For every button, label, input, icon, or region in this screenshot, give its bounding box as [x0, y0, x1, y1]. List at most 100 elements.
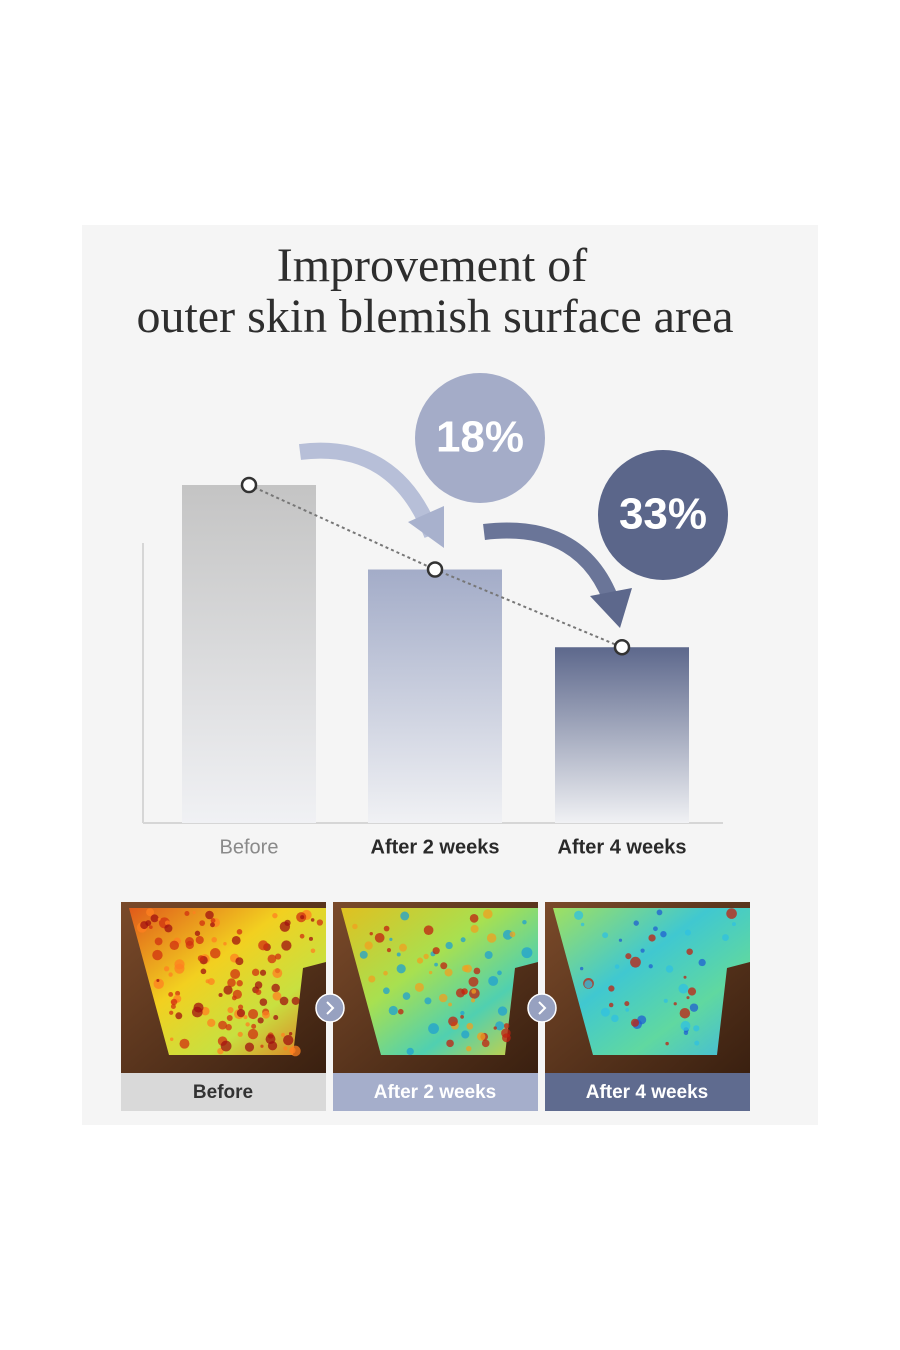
heat-spot: [210, 948, 221, 959]
panel-label: Before: [193, 1082, 253, 1103]
heat-spot: [665, 965, 674, 973]
heat-spot: [440, 962, 448, 970]
heat-spot: [195, 935, 204, 945]
heat-spot: [460, 1015, 464, 1019]
heat-spot: [423, 953, 429, 960]
heat-spot: [477, 1032, 486, 1041]
heat-spot: [191, 1006, 203, 1018]
heat-spot: [288, 1032, 293, 1036]
chart-title: Improvement of: [277, 239, 588, 292]
heat-spot: [218, 1020, 227, 1030]
heat-spot: [236, 980, 243, 987]
heat-spot: [396, 964, 406, 974]
heat-spot: [281, 1032, 285, 1037]
heat-spot: [369, 931, 373, 936]
heat-spot: [272, 912, 278, 919]
heat-spot: [271, 983, 280, 993]
chevron: [538, 1001, 547, 1015]
heat-spot: [630, 1018, 640, 1027]
heat-spot: [618, 938, 623, 942]
heat-spot: [236, 1008, 246, 1018]
heat-spot: [272, 991, 282, 1001]
heat-spot: [179, 1038, 190, 1049]
badge: [598, 450, 728, 580]
heat-spot: [656, 909, 663, 916]
heat-spot: [600, 1007, 610, 1017]
heat-spot: [236, 929, 243, 935]
heat-spot: [150, 914, 159, 923]
heat-spot: [608, 1002, 614, 1008]
heat-spot: [686, 948, 693, 955]
arrow-head: [590, 588, 632, 628]
heat-spot: [495, 1021, 505, 1031]
heat-spot: [444, 968, 453, 977]
heat-spot: [493, 1026, 497, 1030]
heat-spot: [299, 933, 305, 939]
heat-spot: [580, 922, 585, 927]
heat-spot: [633, 920, 639, 926]
heat-spot: [235, 957, 244, 966]
heat-spot: [579, 966, 584, 971]
heat-spot: [502, 929, 513, 940]
heat-spot: [279, 921, 291, 932]
heat-spot: [630, 956, 641, 968]
heat-spot: [471, 989, 477, 994]
point: [613, 638, 631, 656]
heatmap-panel: [333, 902, 538, 1073]
heat-spot: [316, 919, 324, 926]
heat-spot: [156, 978, 160, 983]
heat-spot: [210, 918, 216, 923]
heat-spot: [445, 941, 453, 950]
heat-spot: [291, 996, 300, 1005]
heat-spot: [689, 1003, 699, 1012]
heat-spot: [175, 1012, 183, 1020]
heat-spot: [466, 1022, 474, 1030]
heat-spot: [414, 982, 424, 992]
x-tick-label: Before: [220, 836, 279, 858]
bar: [368, 569, 502, 823]
heat-spot: [461, 1030, 470, 1039]
heat-spot: [648, 934, 656, 942]
heat-spot: [424, 997, 432, 1005]
heat-spot: [200, 968, 207, 975]
heat-spot: [217, 1047, 224, 1055]
heat-spot: [502, 1033, 511, 1043]
heat-spot: [251, 968, 260, 977]
heat-spot: [174, 963, 185, 974]
heat-spot: [230, 969, 241, 980]
heat-spot: [383, 987, 390, 995]
heat-spot: [386, 948, 392, 953]
heat-spot: [232, 989, 242, 999]
heat-spot: [164, 920, 171, 926]
heat-spot: [308, 936, 313, 941]
heat-spot: [486, 933, 497, 943]
heat-spot: [438, 993, 448, 1003]
heat-spot: [693, 1025, 700, 1032]
heat-spot: [184, 910, 190, 916]
heat-spot: [258, 940, 269, 951]
heat-spot: [497, 970, 502, 976]
heat-spot: [463, 964, 472, 973]
point: [426, 561, 444, 578]
heat-spot: [608, 985, 615, 992]
heat-spot: [470, 998, 476, 1003]
heat-spot: [399, 943, 407, 952]
heat-spot: [205, 979, 210, 984]
heat-spot: [614, 964, 620, 969]
heatmap-panel: [121, 902, 326, 1073]
badge: [415, 373, 545, 503]
heat-spot: [248, 1009, 259, 1020]
heat-spot: [732, 922, 736, 927]
heat-spot: [146, 908, 155, 917]
heat-spot: [722, 934, 729, 941]
heat-spot: [175, 990, 181, 996]
heatmap: [553, 908, 750, 1055]
heat-spot: [169, 1010, 174, 1015]
heat-spot: [197, 955, 204, 962]
heat-spot: [300, 915, 305, 920]
annotation: 33%: [619, 490, 707, 539]
arrow-head: [408, 506, 444, 548]
heat-spot: [359, 950, 368, 959]
plot: [142, 442, 723, 824]
heat-spot: [625, 953, 632, 960]
